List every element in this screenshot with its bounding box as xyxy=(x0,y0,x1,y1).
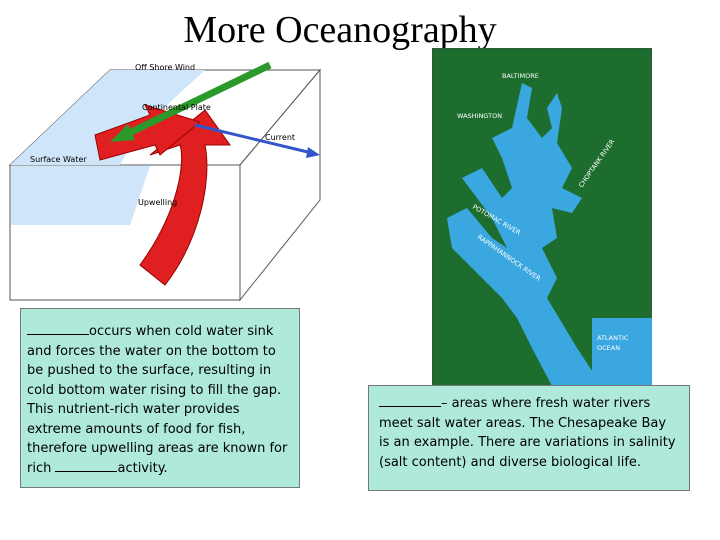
text-line: – areas where fresh water rivers xyxy=(379,394,679,414)
text: is an example. There are variations in s… xyxy=(379,435,676,450)
surface-arrow xyxy=(94,104,202,161)
text: rich xyxy=(27,460,52,476)
label: Upwelling xyxy=(138,198,177,207)
text-line: extreme amounts of food for fish, xyxy=(27,420,293,440)
text-line: occurs when cold water sink xyxy=(27,322,293,342)
text: therefore upwelling areas are known for xyxy=(27,441,288,456)
text-line: This nutrient-rich water provides xyxy=(27,400,293,420)
text: be pushed to the surface, resulting in xyxy=(27,363,272,378)
blank xyxy=(379,394,441,407)
ocean-water xyxy=(592,318,652,386)
text: activity. xyxy=(117,460,168,476)
text-line: cold bottom water rising to fill the gap… xyxy=(27,381,293,401)
slide-title: More Oceanography xyxy=(183,9,497,51)
wind-arrow xyxy=(123,61,272,139)
text: extreme amounts of food for fish, xyxy=(27,421,246,437)
text-line: (salt content) and diverse biological li… xyxy=(379,453,679,473)
text-line: be pushed to the surface, resulting in xyxy=(27,361,293,381)
label: OCEAN xyxy=(597,344,620,352)
label: Surface Water xyxy=(30,155,87,164)
wind-arrowhead xyxy=(110,124,135,142)
current-arrow xyxy=(194,123,313,155)
text: cold bottom water rising to fill the gap… xyxy=(27,382,282,398)
text-line: and forces the water on the bottom to xyxy=(27,342,293,362)
label: Off Shore Wind xyxy=(135,63,195,72)
estuary-text-box: – areas where fresh water rivers meet sal… xyxy=(368,385,690,491)
text: – areas where fresh water rivers xyxy=(441,396,651,411)
text-line: meet salt water areas. The Chesapeake Ba… xyxy=(379,414,679,434)
blank xyxy=(27,322,89,335)
text: and forces the water on the bottom to xyxy=(27,343,276,359)
upwelling-arrow xyxy=(139,109,231,286)
text: occurs when cold water sink xyxy=(89,324,274,339)
text: This nutrient-rich water provides xyxy=(27,402,240,417)
text: (salt content) and diverse biological li… xyxy=(379,454,642,470)
label: Current xyxy=(265,133,295,142)
label: ATLANTIC xyxy=(597,334,629,342)
text-line: is an example. There are variations in s… xyxy=(379,433,679,453)
surface-water xyxy=(10,70,205,165)
text-line: rich activity. xyxy=(27,459,293,479)
upwelling-text-box: occurs when cold water sink and forces th… xyxy=(20,308,300,488)
label: Continental Plate xyxy=(142,103,211,112)
text: meet salt water areas. The Chesapeake Ba… xyxy=(379,415,667,431)
bay-water xyxy=(447,83,602,386)
label: BALTIMORE xyxy=(502,72,539,80)
blank xyxy=(55,459,118,472)
diagram-labels: Off Shore Wind Continental Plate Current… xyxy=(30,63,295,207)
text-line: therefore upwelling areas are known for xyxy=(27,439,293,459)
upwelling-diagram: Off Shore Wind Continental Plate Current… xyxy=(8,61,322,302)
label: WASHINGTON xyxy=(457,112,502,120)
water-front xyxy=(11,166,150,225)
current-arrowhead xyxy=(306,147,320,158)
block-side xyxy=(239,68,321,302)
chesapeake-map: BALTIMORE WASHINGTON CHOPTANK RIVER POTO… xyxy=(432,48,652,386)
